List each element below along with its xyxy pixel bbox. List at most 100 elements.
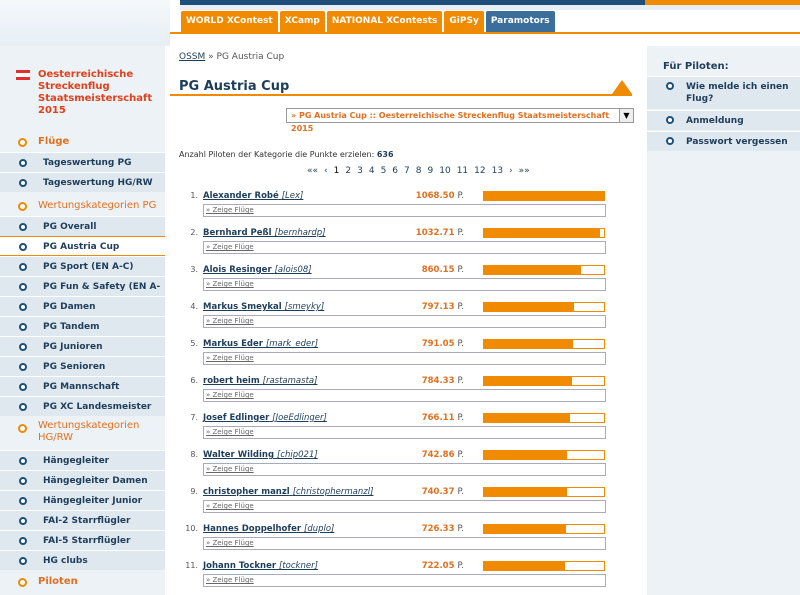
sidebar-item-pg-fun-safety-en-a-b[interactable]: PG Fun & Safety (EN A-B) bbox=[0, 276, 165, 312]
show-flights-box: » Zeige Flüge bbox=[203, 389, 606, 402]
table-row: 2. Bernhard Peßl [bernhardp] 1032.71 P. » Z… bbox=[170, 226, 610, 260]
pilot-name-link[interactable]: Alois Resinger [alois08] bbox=[203, 265, 312, 275]
show-flights-link[interactable]: » Zeige Flüge bbox=[206, 243, 254, 251]
pilot-name-link[interactable]: christopher manzl [christophermanzl] bbox=[203, 487, 373, 497]
sidebar-item-pg-austria-cup[interactable]: PG Austria Cup bbox=[0, 236, 165, 256]
category-select[interactable]: » PG Austria Cup :: Oesterreichische Str… bbox=[286, 108, 634, 133]
show-flights-link[interactable]: » Zeige Flüge bbox=[206, 280, 254, 288]
tab-world-xcontest[interactable]: WORLD XContest bbox=[181, 11, 278, 32]
sidebar-item-tageswertung-hg-rw[interactable]: Tageswertung HG/RW bbox=[0, 172, 165, 192]
page-link[interactable]: »» bbox=[518, 166, 530, 176]
sidebar-item-label: PG Junioren bbox=[43, 342, 103, 352]
sidebar-item-pg-junioren[interactable]: PG Junioren bbox=[0, 336, 165, 356]
pilot-name[interactable]: Alexander Robé bbox=[203, 191, 279, 201]
sidebar-item-pg-sport-en-a-c[interactable]: PG Sport (EN A-C) bbox=[0, 256, 165, 276]
page-link[interactable]: 2 bbox=[345, 166, 352, 176]
pilot-name[interactable]: Markus Smeykal bbox=[203, 302, 282, 312]
page-link[interactable]: 8 bbox=[415, 166, 422, 176]
pilot-name[interactable]: Alois Resinger bbox=[203, 265, 272, 275]
sidebar-item-pg-senioren[interactable]: PG Senioren bbox=[0, 356, 165, 376]
sidebar-item-pg-tandem[interactable]: PG Tandem bbox=[0, 316, 165, 336]
tab-gipsy[interactable]: GiPSy bbox=[444, 11, 484, 32]
pilot-name[interactable]: christopher manzl bbox=[203, 487, 290, 497]
tab-paramotors[interactable]: Paramotors bbox=[485, 11, 555, 32]
sidebar-item-wertungskategorien-hg-rw[interactable]: Wertungskategorien HG/RW bbox=[0, 416, 165, 448]
sidebar-item-h-ngegleiter-damen[interactable]: Hängegleiter Damen bbox=[0, 470, 165, 490]
sidebar-item-fai-5-starrfl-gler[interactable]: FAI-5 Starrflügler bbox=[0, 530, 165, 550]
pilot-name-link[interactable]: Bernhard Peßl [bernhardp] bbox=[203, 228, 326, 238]
page-link[interactable]: 3 bbox=[357, 166, 363, 176]
page-link[interactable]: 1 bbox=[333, 166, 340, 176]
page-link[interactable]: › bbox=[509, 166, 513, 176]
pilot-name[interactable]: Josef Edlinger bbox=[203, 413, 270, 423]
show-flights-link[interactable]: » Zeige Flüge bbox=[206, 539, 254, 547]
show-flights-link[interactable]: » Zeige Flüge bbox=[206, 428, 254, 436]
sidebar-item-fl-ge[interactable]: Flüge bbox=[0, 132, 165, 152]
page-link[interactable]: 5 bbox=[380, 166, 387, 176]
sidebar-item-pg-mannschaft[interactable]: PG Mannschaft bbox=[0, 376, 165, 396]
show-flights-link[interactable]: » Zeige Flüge bbox=[206, 317, 254, 325]
points-bar bbox=[483, 561, 605, 571]
sidebar-item-h-ngegleiter[interactable]: Hängegleiter bbox=[0, 450, 165, 470]
pilot-name[interactable]: robert heim bbox=[203, 376, 260, 386]
sidebar-item-pg-xc-landesmeister[interactable]: PG XC Landesmeister bbox=[0, 396, 165, 416]
pilot-nick[interactable]: [chip021] bbox=[277, 450, 318, 460]
sidebar-item-pg-overall[interactable]: PG Overall bbox=[0, 216, 165, 236]
sidebar-item-piloten[interactable]: Piloten bbox=[0, 572, 165, 592]
page-link[interactable]: «« bbox=[307, 166, 319, 176]
page-link[interactable]: 9 bbox=[427, 166, 434, 176]
tab-xcamp[interactable]: XCamp bbox=[279, 11, 325, 32]
pilot-name[interactable]: Hannes Doppelhofer bbox=[203, 524, 302, 534]
page-link[interactable]: 4 bbox=[368, 166, 375, 176]
right-item-wie-melde-ich-einen-flug[interactable]: Wie melde ich einen Flug? bbox=[647, 76, 800, 109]
right-item-passwort-vergessen[interactable]: Passwort vergessen bbox=[647, 131, 800, 151]
pilot-nick[interactable]: [Lex] bbox=[281, 191, 304, 201]
page-link[interactable]: 12 bbox=[474, 166, 486, 176]
chevron-down-icon[interactable]: ▼ bbox=[619, 109, 633, 122]
pilot-name-link[interactable]: Markus Eder [mark_eder] bbox=[203, 339, 318, 349]
pilot-name[interactable]: Bernhard Peßl bbox=[203, 228, 272, 238]
show-flights-link[interactable]: » Zeige Flüge bbox=[206, 465, 254, 473]
pilot-name-link[interactable]: Hannes Doppelhofer [duplo] bbox=[203, 524, 334, 534]
sidebar-item-fai-2-starrfl-gler[interactable]: FAI-2 Starrflügler bbox=[0, 510, 165, 530]
pilot-nick[interactable]: [rastamasta] bbox=[262, 376, 318, 386]
show-flights-link[interactable]: » Zeige Flüge bbox=[206, 206, 254, 214]
pilot-nick[interactable]: [mark_eder] bbox=[265, 339, 319, 349]
page-link[interactable]: 10 bbox=[439, 166, 451, 176]
pilot-name-link[interactable]: Johann Tockner [tockner] bbox=[203, 561, 318, 571]
sidebar-item-wertungskategorien-pg[interactable]: Wertungskategorien PG bbox=[0, 196, 165, 216]
page-link[interactable]: 7 bbox=[404, 166, 410, 176]
pilot-nick[interactable]: [duplo] bbox=[304, 524, 335, 534]
page-link[interactable]: 6 bbox=[392, 166, 399, 176]
show-flights-link[interactable]: » Zeige Flüge bbox=[206, 502, 254, 510]
pilot-nick[interactable]: [christophermanzl] bbox=[292, 487, 374, 497]
page-link[interactable]: 11 bbox=[456, 166, 469, 176]
sidebar-item-tageswertung-pg[interactable]: Tageswertung PG bbox=[0, 152, 165, 172]
sidebar-item-h-ngegleiter-junior[interactable]: Hängegleiter Junior bbox=[0, 490, 165, 510]
sidebar-item-hg-clubs[interactable]: HG clubs bbox=[0, 550, 165, 570]
points-bar bbox=[483, 339, 605, 349]
page-link[interactable]: ‹ bbox=[324, 166, 328, 176]
pilot-nick[interactable]: [JoeEdlinger] bbox=[272, 413, 327, 423]
pilot-name-link[interactable]: Markus Smeykal [smeyky] bbox=[203, 302, 324, 312]
right-item-anmeldung[interactable]: Anmeldung bbox=[647, 110, 800, 130]
breadcrumb-root-link[interactable]: OSSM bbox=[179, 52, 206, 62]
competition-title-label[interactable]: Oesterreichische Streckenflug Staatsmeis… bbox=[38, 69, 153, 116]
pilot-nick[interactable]: [tockner] bbox=[279, 561, 318, 571]
pilot-name[interactable]: Walter Wilding bbox=[203, 450, 275, 460]
show-flights-link[interactable]: » Zeige Flüge bbox=[206, 354, 254, 362]
pilot-name-link[interactable]: Josef Edlinger [JoeEdlinger] bbox=[203, 413, 327, 423]
show-flights-link[interactable]: » Zeige Flüge bbox=[206, 391, 254, 399]
pilot-name[interactable]: Markus Eder bbox=[203, 339, 263, 349]
pilot-name-link[interactable]: Walter Wilding [chip021] bbox=[203, 450, 318, 460]
show-flights-link[interactable]: » Zeige Flüge bbox=[206, 576, 254, 584]
pilot-name-link[interactable]: robert heim [rastamasta] bbox=[203, 376, 317, 386]
pilot-nick[interactable]: [smeyky] bbox=[284, 302, 325, 312]
pilot-nick[interactable]: [alois08] bbox=[274, 265, 312, 275]
pilot-name-link[interactable]: Alexander Robé [Lex] bbox=[203, 191, 303, 201]
pilot-name[interactable]: Johann Tockner bbox=[203, 561, 277, 571]
tab-national-xcontests[interactable]: NATIONAL XContests bbox=[326, 11, 443, 32]
sidebar-item-pg-damen[interactable]: PG Damen bbox=[0, 296, 165, 316]
page-link[interactable]: 13 bbox=[491, 166, 504, 176]
pilot-nick[interactable]: [bernhardp] bbox=[274, 228, 326, 238]
